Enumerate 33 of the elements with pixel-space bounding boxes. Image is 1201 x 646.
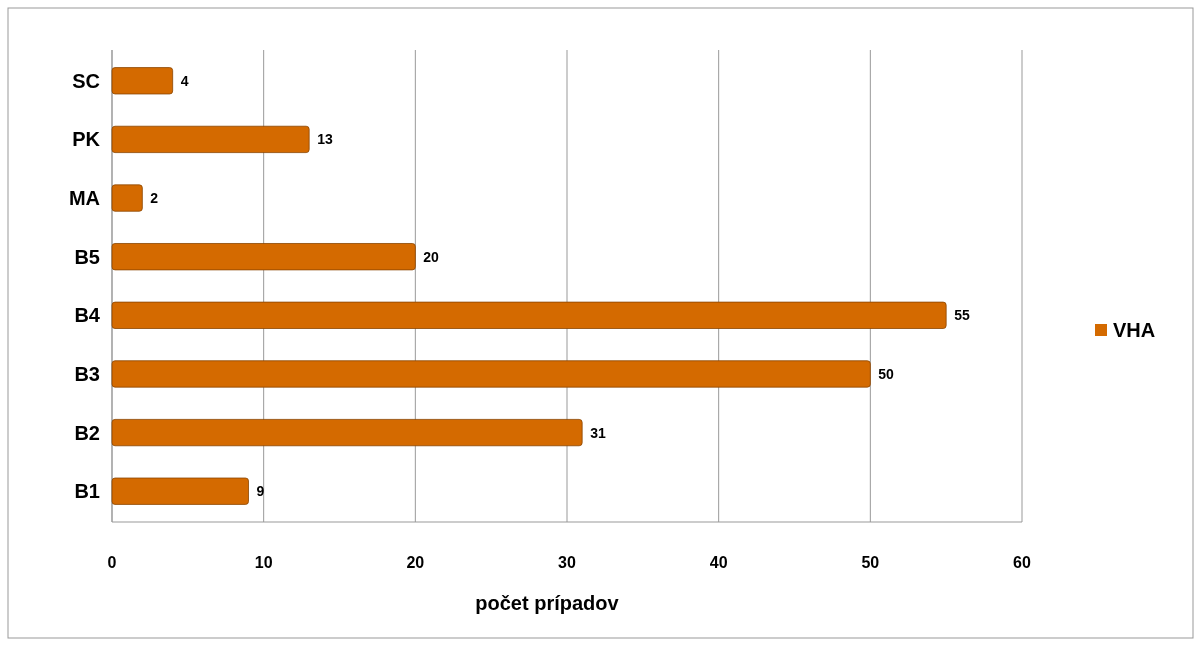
y-tick-label: B5: [74, 245, 100, 268]
bar: [111, 243, 416, 271]
bar: [111, 360, 871, 388]
y-tick-label: B4: [74, 304, 101, 327]
y-tick-label: MA: [68, 187, 100, 210]
y-tick-label: PK: [72, 128, 101, 151]
y-tick-label: SC: [72, 69, 100, 92]
data-label: 4: [180, 72, 189, 89]
x-tick-label: 30: [558, 554, 576, 571]
data-label: 20: [423, 248, 440, 265]
x-tick-label: 10: [254, 554, 273, 571]
y-tick-label: B2: [74, 421, 100, 444]
legend-label: VHA: [1113, 319, 1156, 341]
data-label: 9: [256, 483, 265, 500]
x-tick-label: 20: [406, 554, 425, 571]
data-label: 31: [590, 424, 606, 441]
bar: [111, 184, 143, 212]
x-tick-label: 50: [861, 554, 880, 571]
data-label: 13: [317, 131, 333, 148]
bar: [111, 301, 947, 329]
data-label: 50: [878, 365, 895, 382]
bar: [111, 67, 174, 95]
x-tick-label: 60: [1013, 554, 1031, 571]
x-tick-label: 0: [107, 554, 117, 571]
x-tick-label: 40: [709, 554, 728, 571]
data-label: 2: [150, 190, 159, 207]
bar: [111, 477, 249, 505]
data-label: 55: [954, 307, 970, 324]
bar: [111, 418, 583, 447]
y-tick-label: B1: [74, 480, 100, 503]
y-tick-label: B3: [74, 362, 100, 385]
bar: [111, 125, 310, 154]
x-axis-title: počet prípadov: [475, 592, 620, 614]
